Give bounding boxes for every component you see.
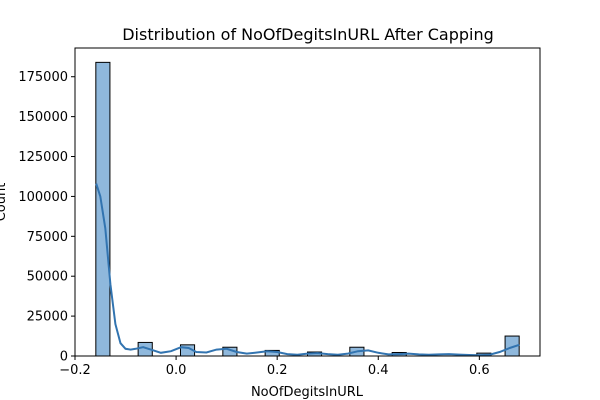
x-axis-ticks: −0.2 0.0 0.2 0.4 0.6 bbox=[59, 356, 490, 378]
y-tick-label: 125000 bbox=[18, 150, 68, 165]
x-tick-label: 0.0 bbox=[166, 363, 187, 378]
y-axis-label: Count bbox=[0, 183, 9, 222]
y-tick-label: 50000 bbox=[27, 270, 68, 285]
chart-title: Distribution of NoOfDegitsInURL After Ca… bbox=[122, 25, 494, 44]
bars-group bbox=[95, 61, 520, 357]
kde-line bbox=[95, 183, 520, 357]
x-tick-label: 0.6 bbox=[469, 363, 490, 378]
y-tick-label: 0 bbox=[60, 350, 68, 365]
y-tick-label: 25000 bbox=[27, 310, 68, 325]
y-tick-label: 100000 bbox=[18, 190, 68, 205]
y-tick-label: 150000 bbox=[18, 110, 68, 125]
x-tick-label: 0.2 bbox=[267, 363, 288, 378]
x-axis-label: NoOfDegitsInURL bbox=[251, 385, 364, 400]
y-tick-label: 75000 bbox=[27, 230, 68, 245]
x-tick-label: −0.2 bbox=[59, 363, 91, 378]
x-tick-label: 0.4 bbox=[368, 363, 389, 378]
y-axis-ticks: 0 25000 50000 75000 100000 125000 150000 175000 bbox=[18, 70, 75, 365]
plot-frame bbox=[74, 47, 541, 357]
y-tick-label: 175000 bbox=[18, 70, 68, 85]
